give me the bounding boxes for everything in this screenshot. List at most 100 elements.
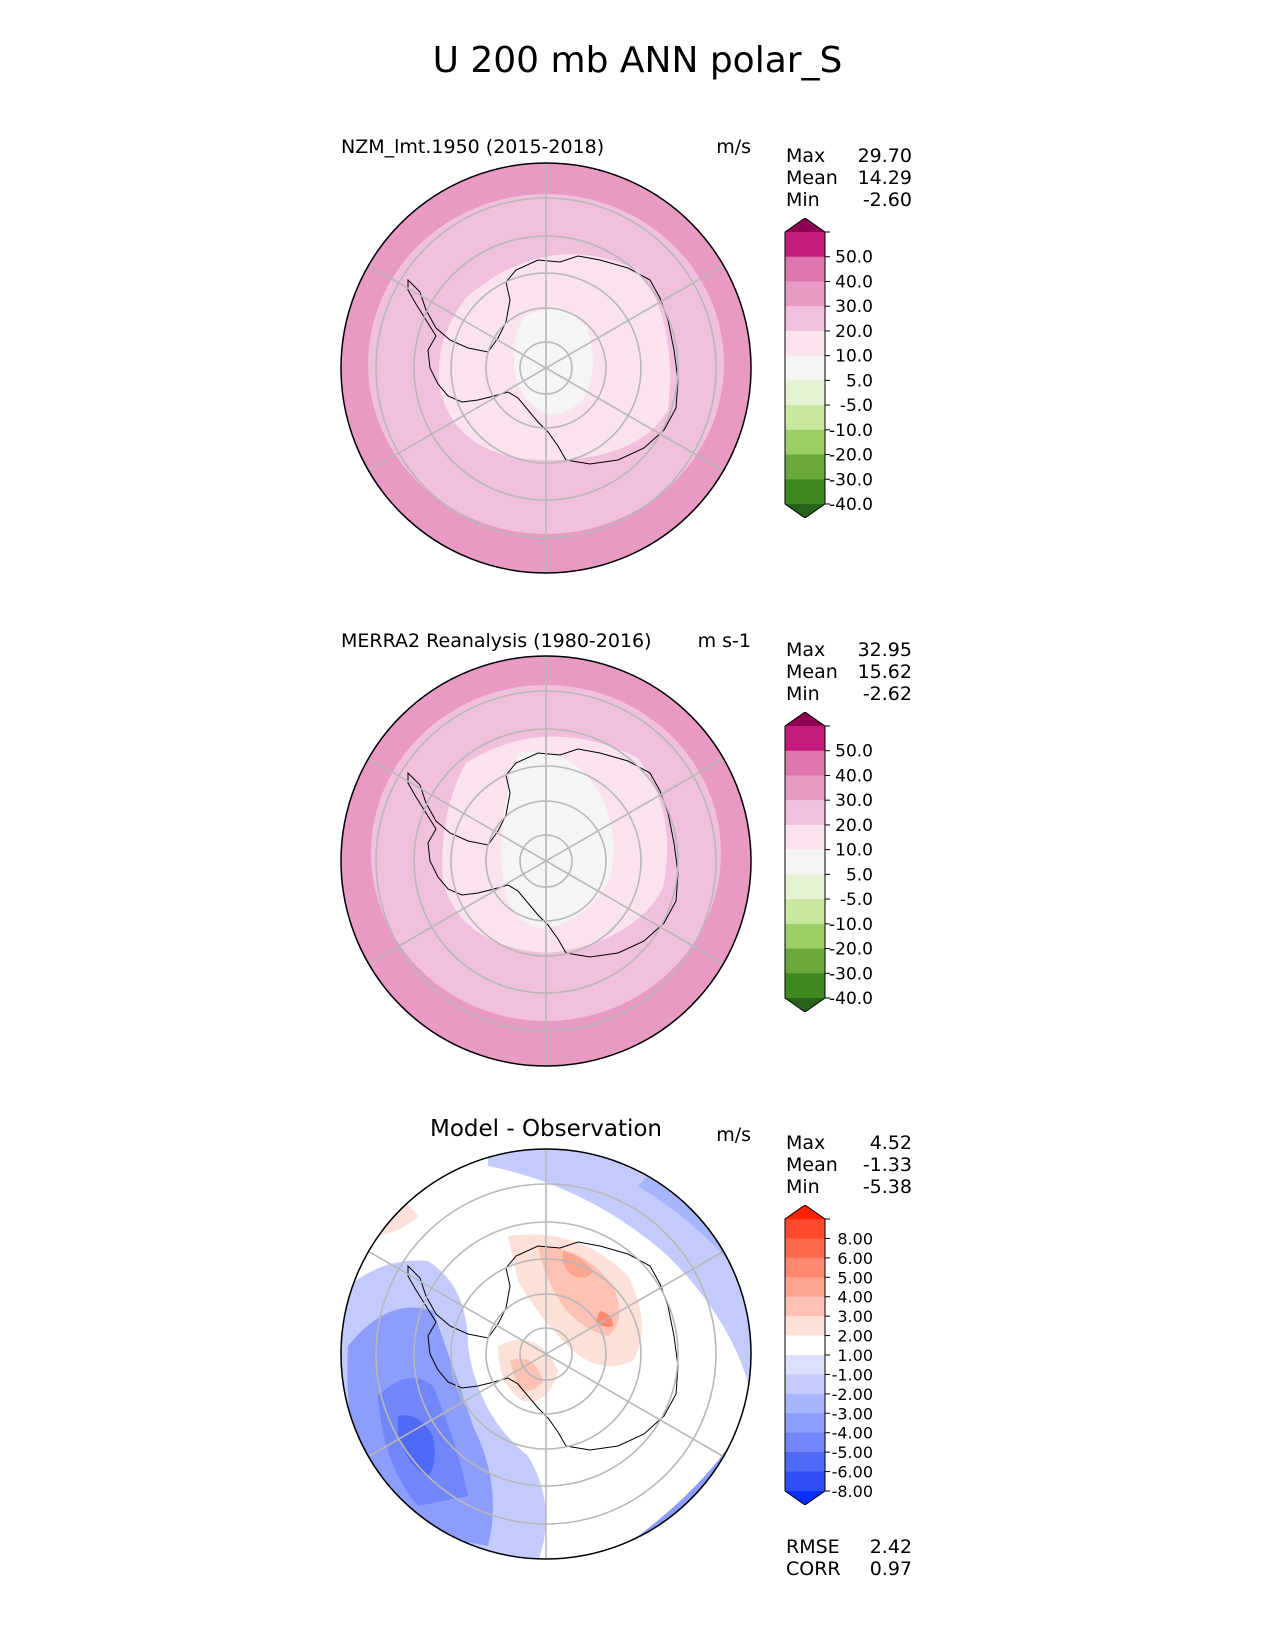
panel-1-units: m/s <box>716 136 751 158</box>
colorbar-segment <box>785 1296 825 1317</box>
colorbar-tick-label: 50.0 <box>835 248 873 268</box>
colorbar-tick-label: -4.00 <box>832 1424 873 1443</box>
colorbar-segment <box>785 1413 825 1434</box>
panel-3-stat-corr: CORR 0.97 <box>786 1558 912 1580</box>
colorbar-extend-top <box>785 712 825 726</box>
panel-2-colorbar: 50.0 40.0 30.0 20.0 10.0 5.0 -5.0 -10.0 -20.0 -30… <box>784 712 873 1012</box>
stat-value: 15.62 <box>857 661 912 683</box>
colorbar-segment <box>785 479 825 505</box>
map-border <box>340 1148 752 1560</box>
stat-label: Mean <box>786 661 838 683</box>
colorbar-segment <box>785 1471 825 1492</box>
colorbar-tick-label: 8.00 <box>837 1229 873 1248</box>
colorbar-segment <box>785 849 825 875</box>
colorbar-segment <box>785 1219 825 1239</box>
colorbar-segment <box>785 1335 825 1356</box>
colorbar-tick-label: 10.0 <box>835 841 873 861</box>
antarctica-coastline <box>407 255 679 465</box>
colorbar-tick-label: 30.0 <box>835 297 873 317</box>
colorbar-segment <box>785 1452 825 1473</box>
stat-label: Mean <box>786 1154 838 1176</box>
colorbar-tick-label: -5.0 <box>840 396 873 416</box>
stat-value: 14.29 <box>857 167 912 189</box>
colorbar-segment <box>785 1432 825 1453</box>
band-near-zero <box>514 309 593 415</box>
panel-1-colorbar: 50.0 40.0 30.0 20.0 10.0 5.0 -5.0 -10.0 -20.0 -30… <box>784 218 873 518</box>
colorbar-tick-label: -2.00 <box>832 1385 873 1404</box>
colorbar-tick-label: -30.0 <box>829 964 873 984</box>
stat-label: CORR <box>786 1558 841 1580</box>
colorbar-tick-label: 2.00 <box>837 1327 873 1346</box>
colorbar-segment <box>785 330 825 357</box>
stat-label: RMSE <box>786 1536 840 1558</box>
colorbar-segment <box>785 1355 825 1375</box>
colorbar-tick-label: 3.00 <box>837 1307 873 1326</box>
colorbar-segment <box>785 1393 825 1414</box>
colorbar-tick-label: -40.0 <box>829 989 873 1009</box>
graticule <box>365 1149 727 1559</box>
colorbar-tick-label: 40.0 <box>835 766 873 786</box>
antarctica-coastline <box>407 748 679 958</box>
panel-2-stat-mean: Mean 15.62 <box>786 661 912 683</box>
colorbar-tick-label: 5.0 <box>846 865 873 885</box>
colorbar-tick-label: -20.0 <box>829 940 873 960</box>
colorbar-segment <box>785 355 825 381</box>
colorbar-segment <box>785 1277 825 1298</box>
panel-3-stat-mean: Mean -1.33 <box>786 1154 912 1176</box>
colorbar-tick-label: -3.00 <box>832 1404 873 1423</box>
colorbar-tick-label: -6.00 <box>832 1463 873 1482</box>
colorbar-segment <box>785 973 825 999</box>
colorbar-extend-bottom <box>785 504 825 518</box>
panel-3-units: m/s <box>716 1124 751 1146</box>
graticule <box>365 163 727 573</box>
stat-label: Mean <box>786 167 838 189</box>
colorbar-segment <box>785 1238 825 1259</box>
colorbar-segment <box>785 232 825 258</box>
panel-3-stat-max: Max 4.52 <box>786 1132 912 1154</box>
graticule <box>365 656 727 1066</box>
stat-label: Max <box>786 145 826 167</box>
antarctica-coastline <box>407 1241 679 1451</box>
panel-3-title: Model - Observation <box>429 1116 663 1142</box>
colorbar-segment <box>785 899 825 925</box>
colorbar-tick-label: -5.00 <box>832 1443 873 1462</box>
colorbar-segment <box>785 948 825 974</box>
colorbar-segment <box>785 824 825 851</box>
colorbar-segment <box>785 306 825 332</box>
colorbar-segment <box>785 775 825 801</box>
colorbar-segment <box>785 256 825 282</box>
colorbar-extend-bottom <box>785 998 825 1012</box>
stat-value: 29.70 <box>857 145 912 167</box>
stat-label: Min <box>786 189 820 211</box>
colorbar-tick-label: 20.0 <box>835 322 873 342</box>
colorbar-extend-top <box>785 1205 825 1219</box>
colorbar-segment <box>785 429 825 456</box>
colorbar-tick-label: -8.00 <box>832 1482 873 1501</box>
colorbar-tick-label: -40.0 <box>829 495 873 515</box>
panel-1-stat-mean: Mean 14.29 <box>786 167 912 189</box>
stat-label: Max <box>786 639 826 661</box>
colorbar-segment <box>785 1374 825 1395</box>
colorbar-segment <box>785 405 825 431</box>
colorbar-tick-label: 50.0 <box>835 742 873 762</box>
stat-value: 2.42 <box>869 1536 912 1558</box>
colorbar-segment <box>785 800 825 826</box>
stat-value: -1.33 <box>862 1154 912 1176</box>
panel-2-stat-max: Max 32.95 <box>786 639 912 661</box>
colorbar-tick-label: -30.0 <box>829 470 873 490</box>
panel-2-units: m s-1 <box>697 630 751 652</box>
colorbar-tick-label: 20.0 <box>835 816 873 836</box>
colorbar-tick-label: 5.0 <box>846 371 873 391</box>
colorbar-extend-top <box>785 218 825 232</box>
colorbar-tick-label: 40.0 <box>835 272 873 292</box>
colorbar-tick-label: 4.00 <box>837 1288 873 1307</box>
stat-value: -2.62 <box>862 683 912 705</box>
stat-value: 0.97 <box>869 1558 912 1580</box>
colorbar-segment <box>785 454 825 480</box>
stat-value: -2.60 <box>862 189 912 211</box>
figure-title: U 200 mb ANN polar_S <box>432 40 843 81</box>
band-neg-6-8 <box>398 1415 435 1476</box>
colorbar-tick-label: -10.0 <box>829 421 873 441</box>
colorbar-tick-label: -1.00 <box>832 1365 873 1384</box>
panel-3-map <box>340 1148 752 1560</box>
